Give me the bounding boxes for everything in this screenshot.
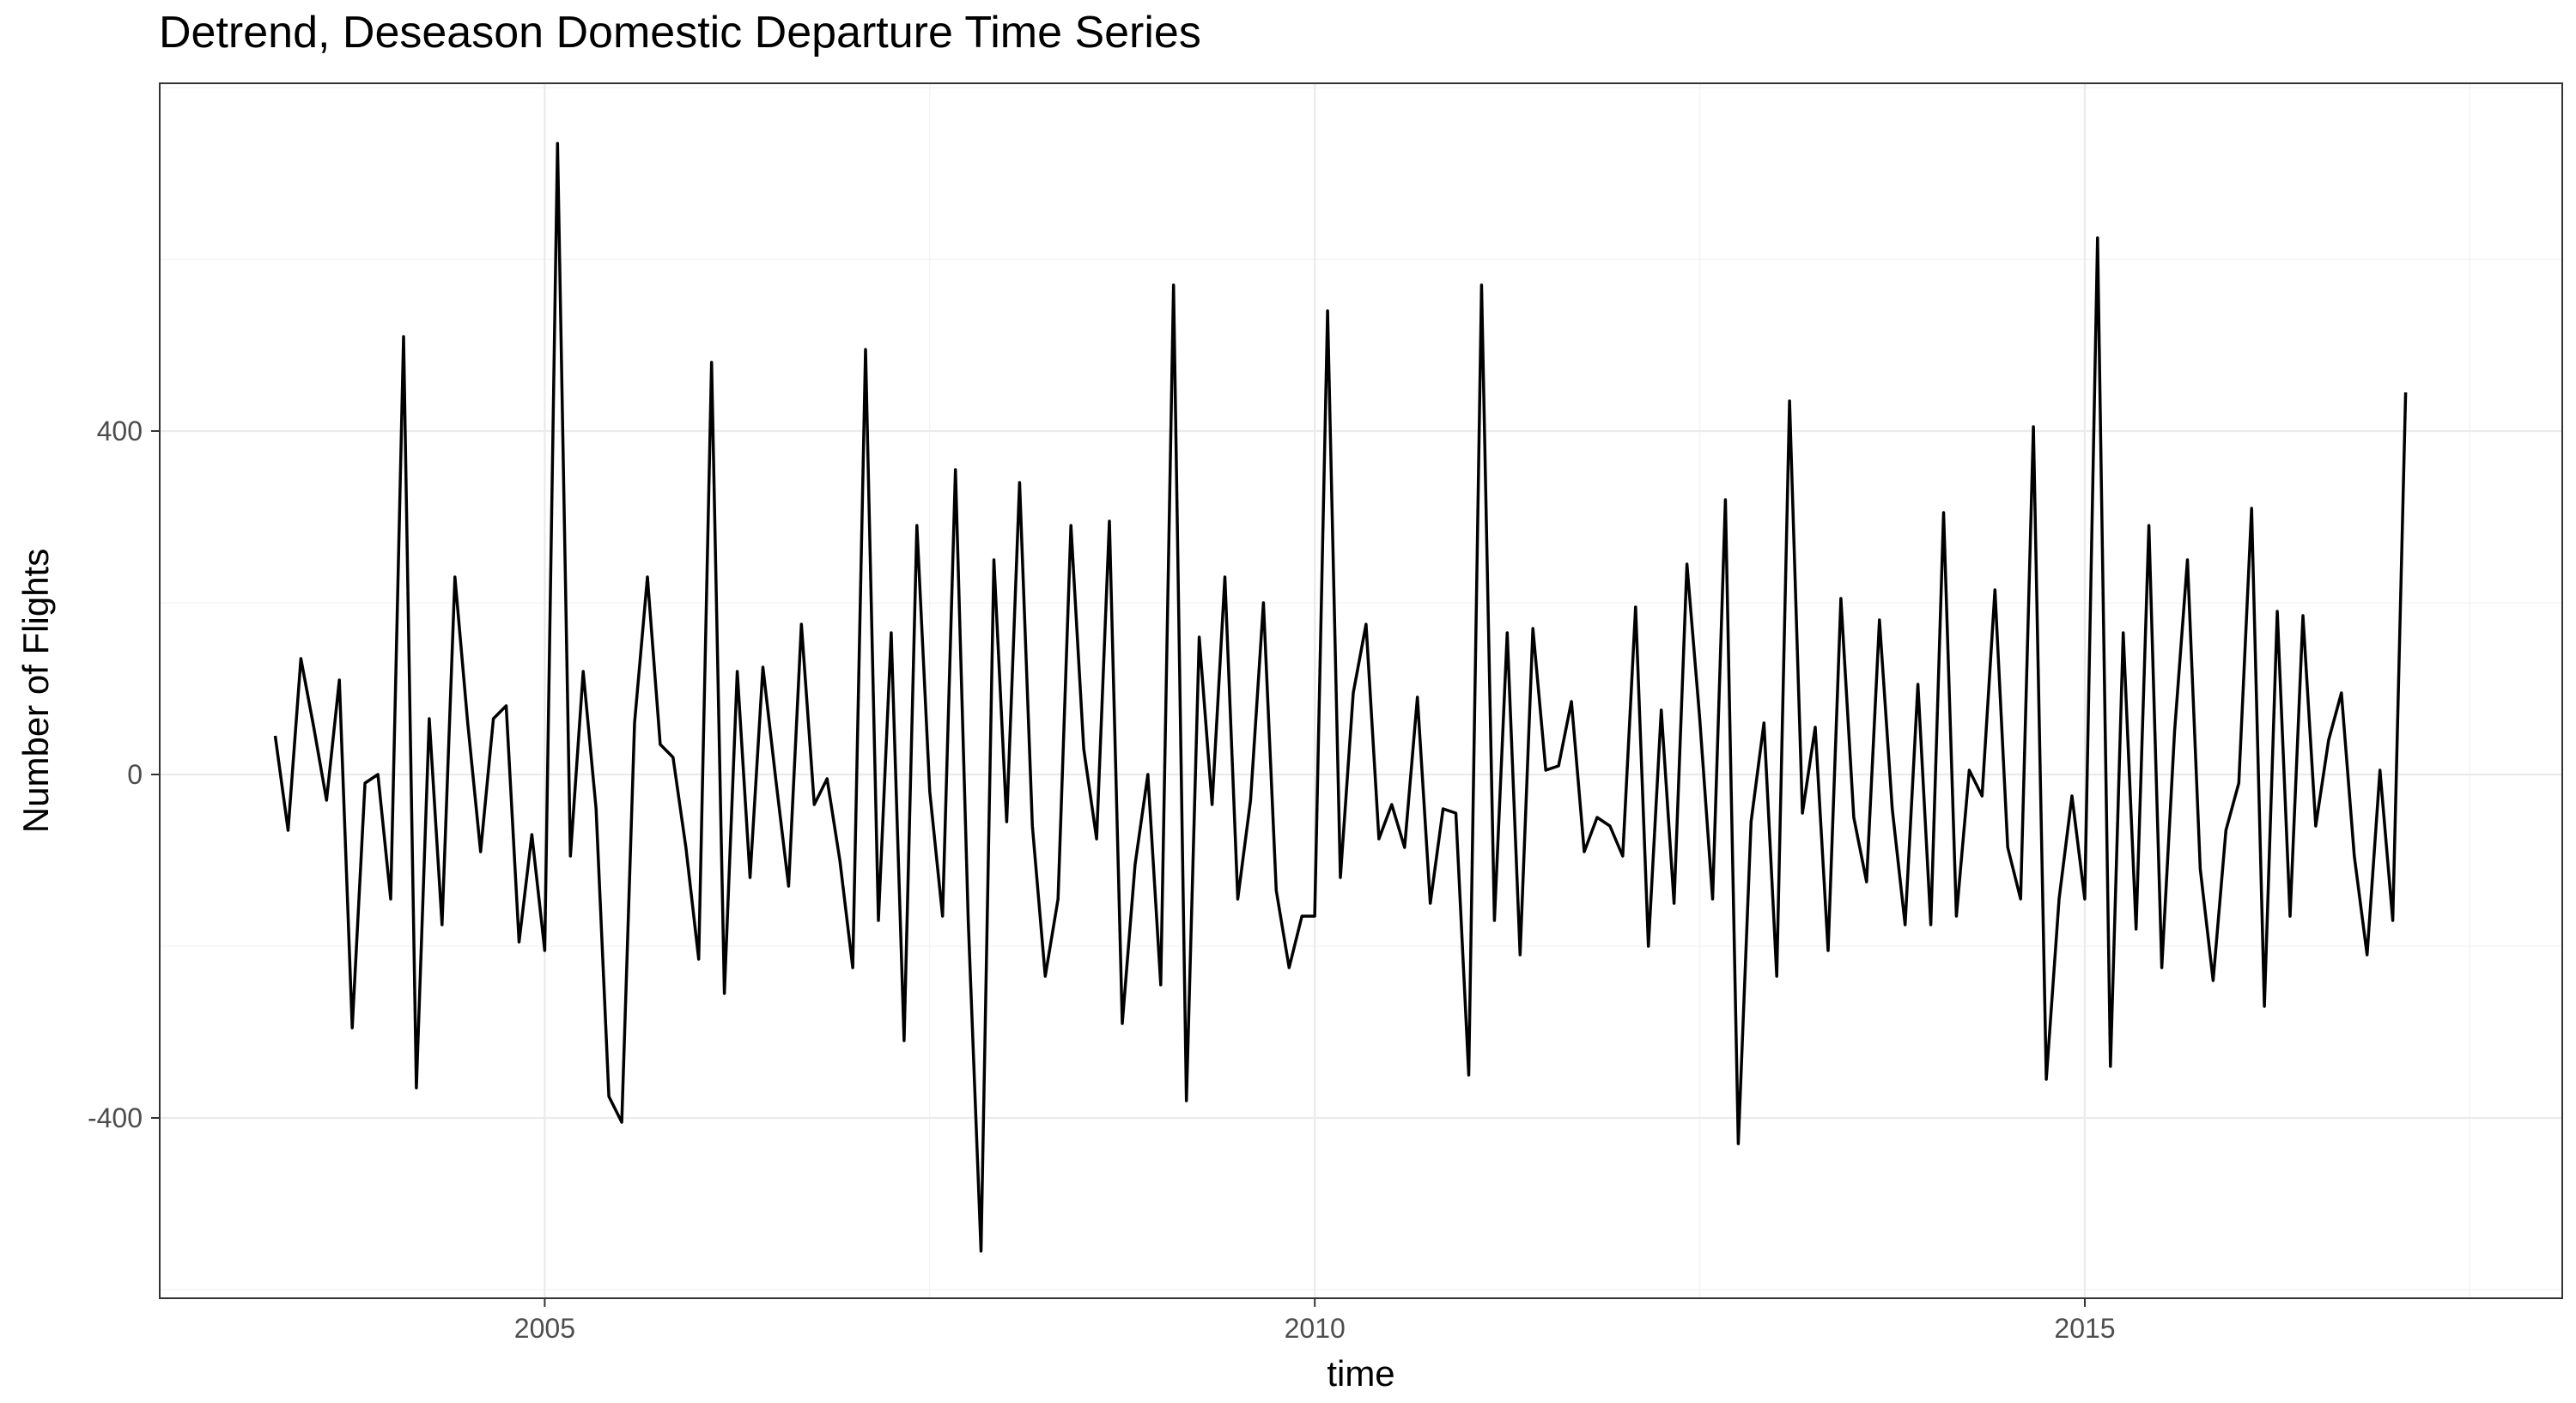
y-axis-title: Number of Flights xyxy=(15,549,56,833)
chart-title: Detrend, Deseason Domestic Departure Tim… xyxy=(159,8,1201,58)
x-tick-label: 2005 xyxy=(514,1313,575,1344)
panel-border xyxy=(159,82,2563,1299)
x-axis-title: time xyxy=(1327,1353,1394,1394)
y-tick-label: 0 xyxy=(127,759,143,790)
minor-gridlines xyxy=(159,83,2562,1298)
x-tick-label: 2015 xyxy=(2054,1313,2115,1344)
x-tick-label: 2010 xyxy=(1285,1313,1346,1344)
y-tick-label: 400 xyxy=(97,416,143,446)
y-tick-label: -400 xyxy=(88,1102,143,1133)
series-line xyxy=(273,142,2408,1253)
x-axis-ticks: 2005 2010 2015 xyxy=(514,1298,2116,1344)
major-gridlines xyxy=(160,83,2562,1298)
y-axis-ticks: -400 0 400 xyxy=(88,416,160,1133)
